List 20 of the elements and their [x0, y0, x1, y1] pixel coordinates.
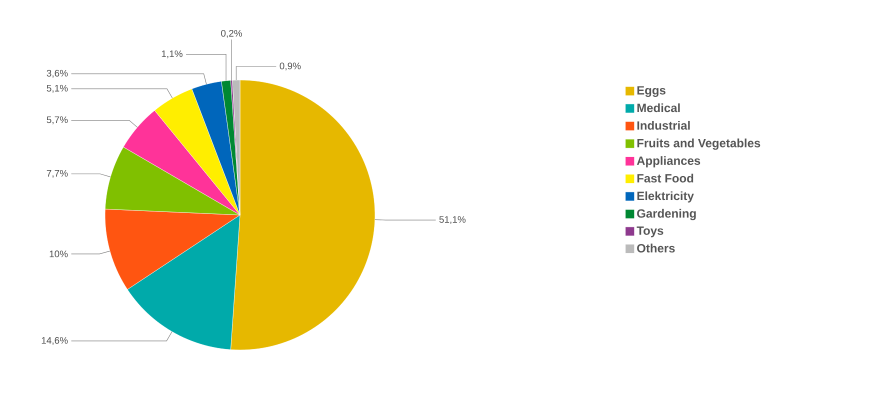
legend-label: Fast Food	[637, 174, 694, 183]
data-label: 0,2%	[221, 30, 242, 38]
data-label: 7,7%	[46, 170, 68, 178]
data-label: 0,9%	[280, 62, 301, 70]
data-label: 1,1%	[162, 50, 182, 58]
legend-label: Eggs	[637, 86, 666, 97]
data-label: 10%	[50, 250, 68, 258]
data-label: 3,6%	[46, 70, 68, 78]
legend-label: Toys	[636, 226, 664, 238]
legend-label: Medical	[637, 103, 680, 112]
legend-label: Others	[637, 244, 675, 252]
data-label: 5,7%	[46, 116, 68, 124]
legend-label: Appliances	[636, 156, 700, 168]
data-label: 5,1%	[46, 84, 68, 93]
data-label: 14,6%	[42, 337, 68, 345]
data-label: 51,1%	[439, 216, 466, 224]
legend-label: Elektricity	[637, 191, 694, 203]
legend-label: Industrial	[637, 120, 690, 130]
legend-label: Gardening	[637, 208, 696, 220]
legend-label: Fruits and Vegetables	[637, 138, 760, 150]
